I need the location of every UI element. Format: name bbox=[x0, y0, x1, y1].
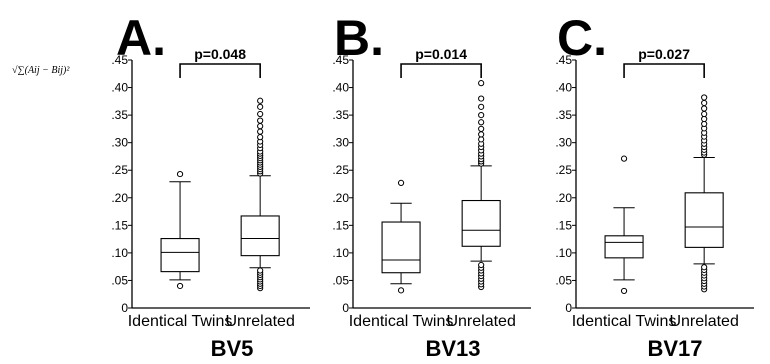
y-tick-label: .15 bbox=[332, 218, 349, 232]
y-tick-label: .20 bbox=[111, 191, 128, 205]
panel-letter: A. bbox=[116, 10, 166, 66]
panel-title: BV5 bbox=[211, 336, 254, 361]
category-label: Identical Twins bbox=[349, 313, 454, 330]
y-tick-label: .10 bbox=[555, 246, 572, 260]
category-label: Identical Twins bbox=[572, 313, 677, 330]
outlier-point bbox=[620, 287, 628, 295]
outlier-point bbox=[620, 155, 628, 162]
outlier-point bbox=[701, 115, 708, 123]
y-tick-label: .35 bbox=[111, 108, 128, 122]
y-tick-label: .10 bbox=[332, 246, 349, 260]
y-tick-label: .30 bbox=[332, 136, 349, 150]
outlier-point bbox=[478, 125, 485, 132]
y-tick-label: .25 bbox=[332, 163, 349, 177]
outlier-point bbox=[478, 112, 485, 119]
outlier-point bbox=[257, 123, 264, 130]
y-tick-label: .05 bbox=[332, 273, 349, 287]
category-label: Unrelated bbox=[669, 313, 738, 330]
y-tick-label: .25 bbox=[555, 163, 572, 177]
outlier-point bbox=[478, 136, 485, 143]
y-axis-label: √∑(Aij − Bij)² bbox=[12, 65, 70, 76]
outlier-point bbox=[257, 128, 264, 135]
y-tick-label: .40 bbox=[332, 81, 349, 95]
panel-title: BV13 bbox=[425, 336, 480, 361]
y-tick-label: .35 bbox=[555, 108, 572, 122]
outlier-point bbox=[701, 105, 708, 112]
y-tick-label: 0 bbox=[565, 301, 572, 315]
iqr-box bbox=[604, 235, 644, 259]
category-label: Unrelated bbox=[225, 313, 294, 330]
y-tick-label: .45 bbox=[555, 53, 572, 67]
outlier-point bbox=[478, 261, 485, 269]
y-tick-label: .40 bbox=[111, 81, 128, 95]
outlier-point bbox=[478, 103, 485, 110]
outlier-point bbox=[397, 287, 405, 294]
y-tick-label: .45 bbox=[332, 53, 349, 67]
panel-letter: B. bbox=[334, 10, 384, 66]
y-tick-label: .20 bbox=[332, 191, 349, 205]
outlier-point bbox=[397, 179, 405, 186]
outlier-point bbox=[478, 80, 485, 87]
outlier-point bbox=[701, 120, 708, 128]
p-value-label: p=0.027 bbox=[638, 46, 690, 62]
y-tick-label: .35 bbox=[332, 108, 349, 122]
y-tick-label: .05 bbox=[111, 273, 128, 287]
p-value-label: p=0.014 bbox=[415, 46, 467, 62]
y-tick-label: .30 bbox=[111, 136, 128, 150]
y-tick-label: .15 bbox=[111, 218, 128, 232]
outlier-point bbox=[701, 264, 708, 271]
outlier-point bbox=[257, 110, 264, 118]
outlier-point bbox=[701, 94, 708, 101]
iqr-box bbox=[461, 199, 501, 247]
outlier-point bbox=[478, 131, 485, 138]
outlier-point bbox=[257, 97, 264, 104]
y-tick-label: .10 bbox=[111, 246, 128, 260]
outlier-point bbox=[257, 117, 264, 124]
y-tick-label: 0 bbox=[121, 301, 128, 315]
y-tick-label: .20 bbox=[555, 191, 572, 205]
iqr-box bbox=[240, 215, 280, 257]
y-tick-label: .45 bbox=[111, 53, 128, 67]
outlier-point bbox=[701, 99, 708, 107]
y-tick-label: .15 bbox=[555, 218, 572, 232]
y-tick-label: .25 bbox=[111, 163, 128, 177]
outlier-point bbox=[478, 119, 485, 126]
outlier-point bbox=[478, 95, 485, 102]
category-label: Unrelated bbox=[446, 313, 515, 330]
iqr-box bbox=[381, 221, 421, 274]
outlier-point bbox=[176, 170, 184, 178]
category-label: Identical Twins bbox=[128, 313, 233, 330]
outlier-point bbox=[257, 134, 264, 141]
significance-bracket bbox=[179, 63, 261, 78]
p-value-label: p=0.048 bbox=[194, 46, 246, 62]
y-tick-label: .40 bbox=[555, 81, 572, 95]
iqr-box bbox=[684, 192, 724, 248]
iqr-box bbox=[160, 238, 200, 273]
significance-bracket bbox=[623, 63, 705, 78]
panel-letter: C. bbox=[557, 10, 607, 66]
outlier-point bbox=[176, 282, 184, 290]
outlier-point bbox=[257, 103, 264, 110]
outlier-point bbox=[257, 267, 264, 274]
y-tick-label: .05 bbox=[555, 273, 572, 287]
panel-title: BV17 bbox=[647, 336, 702, 361]
y-tick-label: .30 bbox=[555, 136, 572, 150]
significance-bracket bbox=[400, 63, 482, 78]
y-tick-label: 0 bbox=[342, 301, 349, 315]
outlier-point bbox=[701, 110, 708, 118]
